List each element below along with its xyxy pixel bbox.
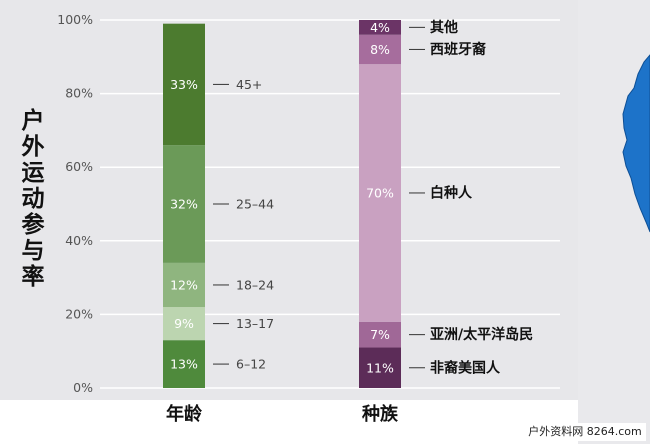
watermark: 户外资料网 8264.com: [524, 423, 646, 441]
bar-segment: [359, 321, 401, 348]
map-panel: [578, 0, 650, 444]
segment-category-label: 非裔美国人: [430, 359, 501, 376]
y-tick-labels: 0% 20% 40% 60% 80% 100%: [57, 12, 93, 395]
bar-segment: [359, 64, 401, 322]
segment-category-label: 45+: [236, 77, 262, 92]
segment-category-label: 白种人: [430, 184, 473, 201]
bar-0: 13% 6–12 9% 13–17 12% 18–24 32% 25–44 33% 45+: [163, 23, 274, 388]
segment-value-label: 9%: [174, 316, 194, 331]
segment-category-label: 18–24: [236, 277, 274, 292]
segment-value-label: 7%: [370, 327, 390, 342]
segment-value-label: 32%: [170, 197, 198, 212]
bar-segment: [163, 340, 205, 388]
segment-value-label: 8%: [370, 42, 390, 57]
bar-segment: [163, 145, 205, 263]
y-tick-label: 80%: [65, 86, 93, 101]
segment-value-label: 12%: [170, 277, 198, 292]
segment-category-label: 西班牙裔: [430, 41, 486, 58]
bar-segment: [163, 307, 205, 341]
bar-segment: [163, 23, 205, 146]
segment-value-label: 13%: [170, 357, 198, 372]
y-tick-label: 40%: [65, 233, 93, 248]
bars: 13% 6–12 9% 13–17 12% 18–24 32% 25–44 33% 45+ 11% 非…: [163, 19, 533, 388]
segment-category-label: 6–12: [236, 357, 266, 372]
segment-value-label: 11%: [366, 360, 394, 375]
bar-1: 11% 非裔美国人 7% 亚洲/太平洋岛民 70% 白种人 8% 西班牙裔 4% 其他: [359, 19, 533, 388]
map-coastline: [622, 54, 650, 233]
segment-category-label: 13–17: [236, 316, 274, 331]
map-panel-background: [578, 0, 650, 444]
segment-value-label: 70%: [366, 185, 394, 200]
segment-category-label: 25–44: [236, 197, 274, 212]
bar-segment: [163, 262, 205, 308]
segment-category-label: 亚洲/太平洋岛民: [430, 326, 533, 343]
segment-value-label: 33%: [170, 77, 198, 92]
y-tick-label: 100%: [57, 12, 93, 27]
x-category-labels: 年龄 种族: [166, 403, 399, 425]
y-tick-label: 0%: [73, 380, 93, 395]
plot-background: [0, 0, 578, 400]
y-axis-label-text: 户外运动参与率: [22, 107, 45, 290]
segment-value-label: 4%: [370, 20, 390, 35]
y-tick-label: 20%: [65, 306, 93, 321]
bar-segment: [359, 20, 401, 35]
x-category-label: 种族: [361, 403, 399, 425]
segment-category-label: 其他: [430, 19, 458, 36]
bar-segment: [359, 347, 401, 388]
y-tick-label: 60%: [65, 159, 93, 174]
y-axis-label: 户外运动参与率: [22, 107, 45, 290]
x-category-label: 年龄: [166, 403, 203, 425]
bar-segment: [359, 34, 401, 65]
